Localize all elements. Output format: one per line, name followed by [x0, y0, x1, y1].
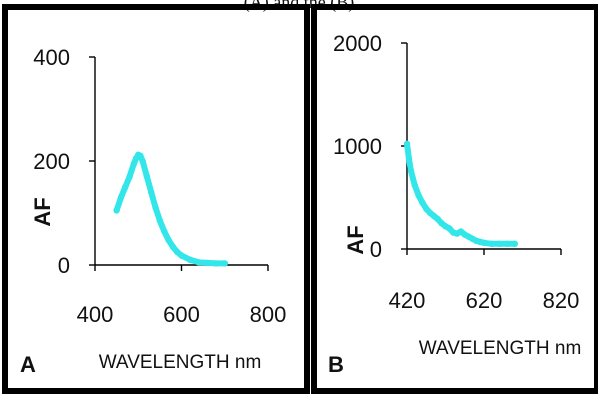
panel-a-data-point: [143, 173, 151, 180]
panel-b-data-point: [419, 199, 426, 206]
panel-a-data-point: [113, 207, 120, 214]
panel-a-data-point: [161, 228, 168, 235]
panel-a-x-tick-label: 600: [163, 302, 200, 327]
panel-a-y-tick-label: 400: [33, 45, 70, 70]
panel-a-data-point: [156, 217, 164, 224]
panel-a-data-point: [212, 260, 220, 267]
panel-b-x-tick-label: 420: [389, 288, 426, 313]
panel-b-data-point: [496, 240, 503, 247]
panel-a-data-point: [169, 243, 177, 250]
panel-b-x-tick-label: 820: [543, 288, 580, 313]
panel-b-y-axis-title: AF: [343, 225, 368, 254]
panel-b-data-point: [434, 215, 441, 223]
panel-b-data-point: [411, 181, 418, 189]
panel-a-y-tick-label: 0: [58, 253, 70, 278]
panel-a-letter: A: [20, 352, 36, 377]
panel-a-x-axis-title: WAVELENGTH nm: [99, 352, 262, 373]
panel-a-data-point: [137, 152, 144, 159]
panel-b-data-point: [415, 192, 422, 199]
panel-b-data-point: [405, 155, 413, 162]
panel-a-data-point: [148, 189, 155, 196]
panel-b-data-point: [423, 205, 430, 212]
panel-a-data-point: [152, 204, 159, 211]
panel-a-data-point: [126, 173, 133, 180]
panel-b-data-point: [407, 167, 415, 174]
panel-a-frame: [2, 4, 310, 394]
panel-b-data-point: [511, 240, 518, 247]
panel-a-data-point: [187, 256, 194, 263]
panel-a-data-point: [178, 252, 185, 259]
panel-b-chart: 0 1000 2000 420 620 820 WAVELENGTH nm AF B: [328, 31, 581, 377]
panel-a-y-tick-label: 200: [33, 149, 70, 174]
panel-b-data-point: [503, 240, 511, 247]
panel-a-y-axis-title: AF: [30, 197, 55, 226]
panel-b-y-tick-label: 2000: [333, 31, 382, 56]
panel-b-y-tick-label: 0: [370, 237, 382, 262]
panel-a-data-point: [139, 157, 146, 165]
panel-a-chart: 0 200 400 400 600 800 WAVELENGTH nm AF A: [20, 45, 286, 377]
panel-b-y-tick-label: 1000: [333, 134, 382, 159]
panel-b-data-point: [480, 239, 488, 246]
panel-b-data-point: [488, 240, 495, 247]
panel-b-letter: B: [328, 352, 344, 377]
panel-a-data-point: [195, 259, 202, 266]
panel-b-data-point: [446, 225, 453, 232]
panel-a-data-point: [117, 194, 125, 201]
panel-a-data-point: [204, 259, 211, 267]
panel-a-x-tick-label: 800: [250, 302, 287, 327]
panel-a-data-point: [221, 260, 228, 267]
panel-a-data-point: [130, 160, 138, 167]
panel-b-x-tick-label: 620: [466, 288, 503, 313]
panel-b-x-axis-title: WAVELENGTH nm: [419, 338, 582, 359]
panel-a-data-point: [122, 183, 129, 191]
panel-b-frame: [311, 4, 598, 394]
panel-b-data-point: [403, 140, 411, 148]
panel-a-data-point: [165, 236, 172, 244]
panel-a-x-tick-label: 400: [77, 302, 114, 327]
panel-a-data-point: [174, 248, 181, 256]
